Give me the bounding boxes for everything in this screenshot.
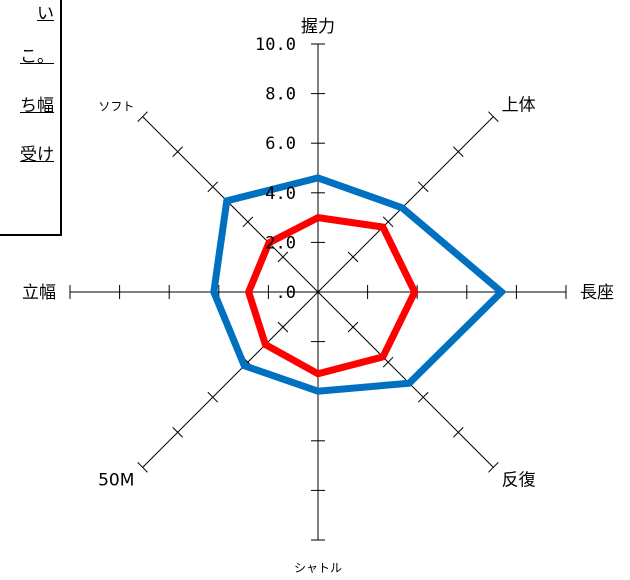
radar-tick-labels: 10.0 8.0 6.0 4.0 2.0 .0 [255, 35, 296, 303]
note-line: こ。 [20, 47, 54, 67]
radar-tick-mark [277, 321, 289, 333]
annotation-note-box: い こ。 ち幅 受け [0, 0, 62, 236]
radar-tick-mark [488, 462, 499, 473]
radar-tick-mark [242, 216, 254, 228]
radar-tick-mark [137, 462, 148, 473]
radar-axis-line [142, 291, 319, 468]
radar-series-line [210, 174, 507, 395]
radar-axis-line [317, 291, 494, 468]
radar-tick-mark [417, 181, 429, 193]
radar-tick-mark [382, 216, 394, 228]
radar-tick-mark [347, 251, 359, 263]
radar-tick-mark [137, 111, 148, 122]
radar-tick-mark [172, 146, 184, 158]
radar-tick-mark [172, 426, 184, 438]
radar-axis-label: 長座 [580, 283, 614, 303]
radar-tick-mark [452, 146, 464, 158]
radar-axis-line [142, 116, 319, 293]
note-line: 受け [20, 145, 54, 165]
radar-axis-label: 立幅 [22, 283, 56, 303]
radar-tick-mark [207, 181, 219, 193]
radar-axis-label: 50M [98, 471, 134, 491]
radar-axis-line [317, 116, 494, 293]
radar-tick-mark [277, 251, 289, 263]
radar-tick-mark [382, 356, 394, 368]
radar-tick-mark [417, 391, 429, 403]
radar-tick-label: 4.0 [265, 184, 296, 204]
radar-axis-label: 上体 [502, 95, 536, 115]
radar-axis-label: ソフト [98, 99, 134, 113]
radar-tick-label: 6.0 [265, 134, 296, 154]
radar-series-line [244, 213, 419, 378]
radar-tick-mark [488, 111, 499, 122]
radar-axis-label: シャトル [294, 561, 342, 575]
radar-tick-label: .0 [276, 283, 296, 303]
radar-tick-label: 10.0 [255, 35, 296, 55]
radar-tick-marks [69, 43, 567, 541]
radar-tick-label: 8.0 [265, 85, 296, 105]
note-line: ち幅 [20, 96, 54, 116]
radar-tick-mark [452, 426, 464, 438]
radar-tick-label: 2.0 [265, 233, 296, 253]
radar-series-group [210, 174, 507, 395]
radar-axes [70, 44, 566, 540]
note-line: い [37, 4, 54, 24]
radar-axis-label: 握力 [301, 17, 335, 37]
radar-axis-label: 反復 [502, 471, 536, 491]
radar-tick-mark [207, 391, 219, 403]
radar-tick-mark [347, 321, 359, 333]
